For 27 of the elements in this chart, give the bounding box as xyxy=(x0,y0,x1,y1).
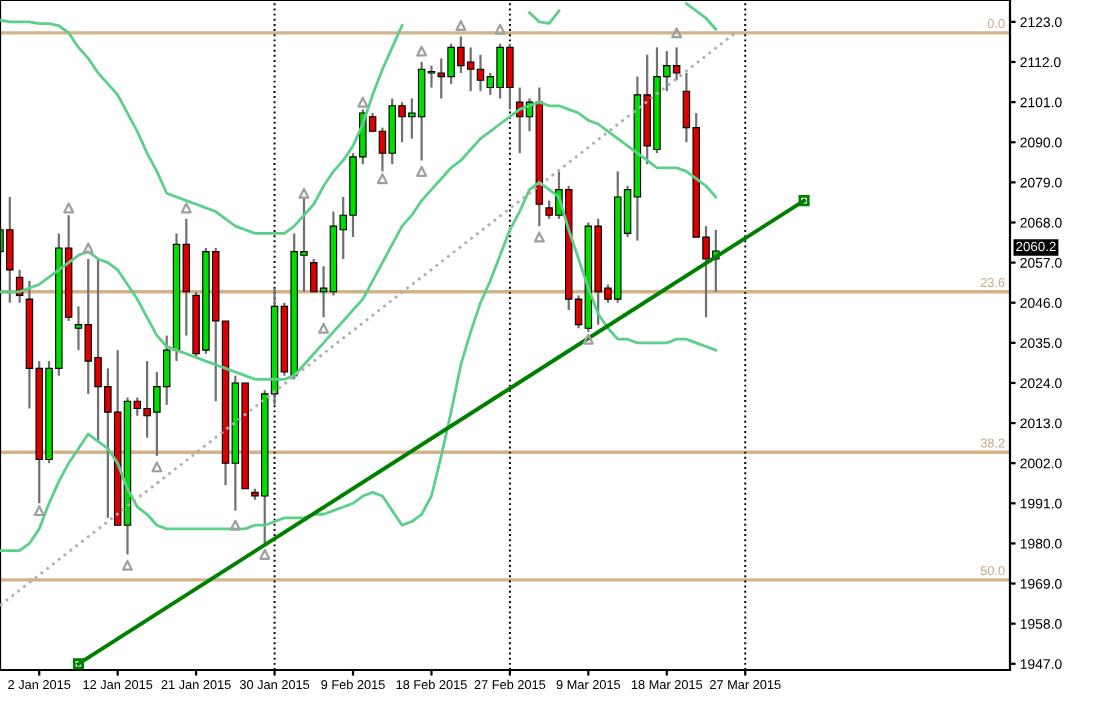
line-series xyxy=(685,2,718,31)
point xyxy=(72,658,84,670)
point xyxy=(82,242,94,254)
point xyxy=(259,548,271,560)
point xyxy=(376,173,388,185)
point xyxy=(416,45,428,57)
point xyxy=(357,96,369,108)
point xyxy=(33,505,45,517)
point xyxy=(151,461,163,473)
point xyxy=(229,519,241,531)
line-series xyxy=(0,18,404,235)
point xyxy=(121,559,133,571)
point xyxy=(494,23,506,35)
line-series xyxy=(528,9,561,25)
point xyxy=(180,202,192,214)
point xyxy=(582,333,594,345)
line-series xyxy=(0,100,718,381)
point xyxy=(533,231,545,243)
point xyxy=(455,20,467,32)
point xyxy=(671,27,683,39)
point xyxy=(798,195,810,207)
candlestick xyxy=(6,195,14,304)
point xyxy=(298,187,310,199)
point xyxy=(318,322,330,334)
point xyxy=(416,165,428,177)
line-series xyxy=(0,180,718,553)
point xyxy=(63,202,75,214)
